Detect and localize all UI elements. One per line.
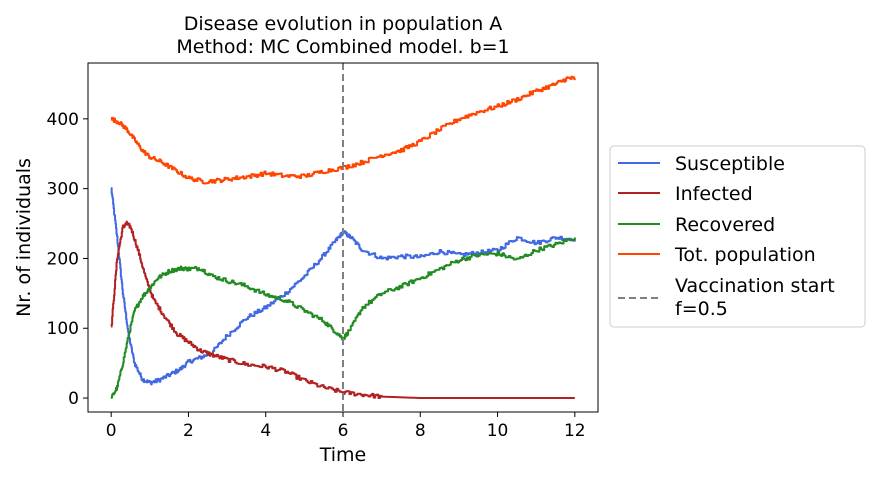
- legend-label-vaccination-start: Vaccination start: [675, 275, 835, 297]
- legend-label-susceptible: Susceptible: [675, 153, 785, 175]
- y-axis-label: Nr. of individuals: [13, 158, 35, 317]
- series-group: [110, 75, 576, 400]
- chart-title: Disease evolution in population AMethod:…: [176, 13, 509, 58]
- x-tick-label: 6: [338, 421, 349, 441]
- y-tick-label: 400: [47, 110, 79, 130]
- y-tick-label: 0: [68, 389, 79, 409]
- series-line-tot-population: [110, 75, 576, 185]
- chart-title-line-2: Method: MC Combined model. b=1: [176, 36, 509, 58]
- x-tick-label: 2: [183, 421, 194, 441]
- x-tick-label: 12: [564, 421, 586, 441]
- legend-label-infected: Infected: [675, 183, 753, 205]
- chart-title-line-1: Disease evolution in population A: [184, 13, 503, 35]
- legend-label-vaccination-fraction: f=0.5: [675, 298, 728, 320]
- series-line-susceptible: [110, 186, 576, 386]
- x-tick-label: 10: [487, 421, 509, 441]
- legend: Susceptible Infected Recovered Tot. populat…: [609, 145, 866, 328]
- axes: 0 2 4 6 8 10 12 0 100 200 300 400 Time Nr. of individ…: [13, 62, 599, 466]
- y-tick-label: 100: [47, 319, 79, 339]
- plot-area: [110, 63, 576, 412]
- y-tick-label: 200: [47, 249, 79, 269]
- series-line-recovered: [110, 237, 576, 400]
- y-tick-label: 300: [47, 180, 79, 200]
- x-tick-label: 8: [415, 421, 426, 441]
- x-tick-label: 0: [106, 421, 117, 441]
- x-tick-label: 4: [260, 421, 271, 441]
- x-axis-label: Time: [319, 444, 367, 466]
- legend-box: [609, 145, 866, 328]
- legend-label-tot-population: Tot. population: [674, 244, 816, 266]
- legend-label-recovered: Recovered: [675, 214, 775, 236]
- series-line-infected: [110, 220, 575, 400]
